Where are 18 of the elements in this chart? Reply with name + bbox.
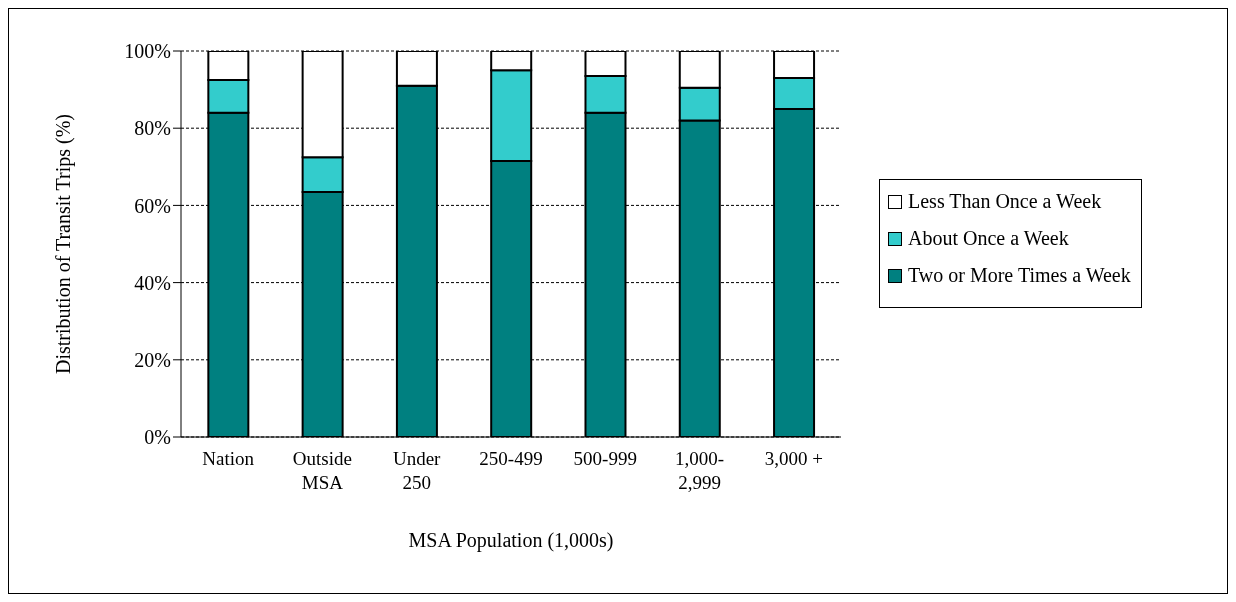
x-axis-title: MSA Population (1,000s) <box>408 529 614 552</box>
y-axis-title: Distribution of Transit Trips (%) <box>52 113 76 375</box>
x-tick-label: 500-999 <box>573 448 637 469</box>
legend-label: About Once a Week <box>908 227 1069 250</box>
y-tick-label: 60% <box>134 194 171 217</box>
legend-label: Two or More Times a Week <box>908 264 1131 287</box>
x-tick-label: 3,000 + <box>764 448 823 469</box>
y-tick-label: 20% <box>134 348 171 371</box>
y-tick-label: 0% <box>144 426 171 449</box>
y-tick-label: 100% <box>124 40 171 63</box>
x-tick-label: Outside MSA <box>292 448 352 493</box>
x-tick-label: Nation <box>202 448 255 469</box>
x-tick-label: 250-499 <box>479 448 543 469</box>
x-tick-label: 1,000-2,999 <box>675 448 725 493</box>
y-tick-label: 80% <box>134 117 171 140</box>
legend-label: Less Than Once a Week <box>908 190 1102 213</box>
x-tick-label: Under 250 <box>392 448 442 493</box>
y-tick-label: 40% <box>134 271 171 294</box>
